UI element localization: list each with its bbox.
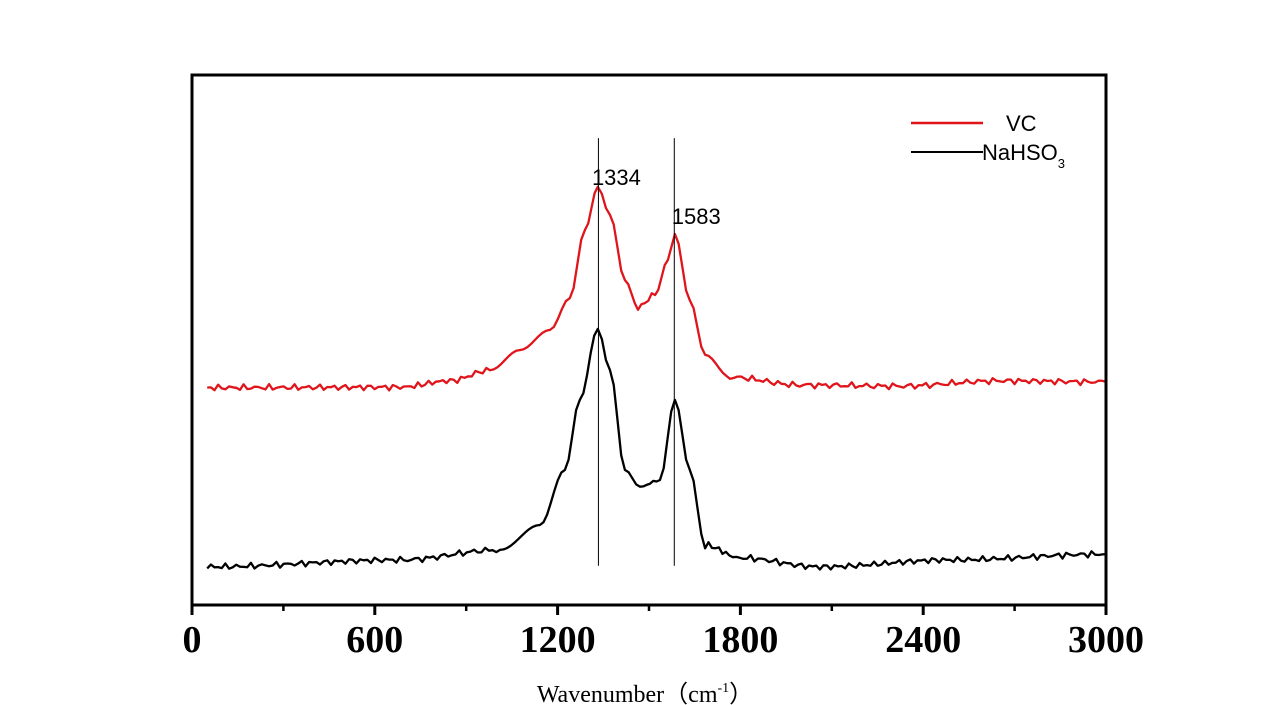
legend: VC NaHSO3 xyxy=(911,111,1065,171)
legend-label-vc: VC xyxy=(1006,111,1037,136)
x-tick-label: 1200 xyxy=(520,619,596,661)
x-tick-label: 600 xyxy=(346,619,403,661)
peak-label-1583: 1583 xyxy=(672,204,721,229)
x-tick-label: 3000 xyxy=(1068,619,1144,661)
x-tick-label: 2400 xyxy=(885,619,961,661)
series-line-vc xyxy=(207,185,1107,392)
plot-frame xyxy=(190,73,1108,607)
x-tick-label: 0 xyxy=(183,619,202,661)
x-tick-label: 1800 xyxy=(702,619,778,661)
series-line-nahso3 xyxy=(206,327,1107,571)
legend-label-nahso3: NaHSO3 xyxy=(982,140,1065,171)
peak-label-1334: 1334 xyxy=(592,165,641,190)
x-axis-label: Wavenumber（cm-1） xyxy=(537,681,753,705)
